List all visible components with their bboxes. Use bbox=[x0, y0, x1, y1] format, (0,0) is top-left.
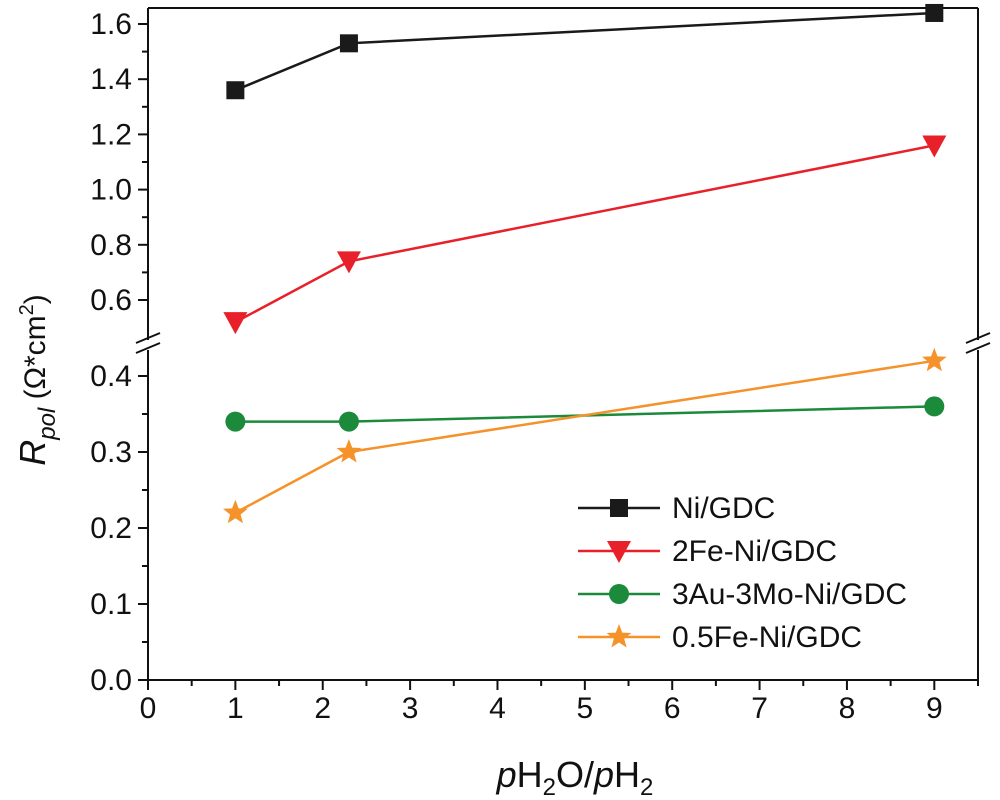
axis-break-mark bbox=[965, 342, 991, 354]
data-point bbox=[226, 81, 245, 100]
axis-break-gap bbox=[134, 341, 162, 349]
legend-label: 0.5Fe-Ni/GDC bbox=[672, 621, 862, 654]
axes-frame bbox=[134, 7, 992, 690]
y-tick-label: 0.8 bbox=[90, 229, 132, 262]
data-point bbox=[223, 312, 248, 335]
data-point bbox=[225, 411, 246, 432]
series-group bbox=[223, 3, 947, 524]
data-point bbox=[339, 34, 358, 53]
legend-marker bbox=[609, 584, 629, 604]
y-tick-label: 1.0 bbox=[90, 174, 132, 207]
y-tick-label: 0.0 bbox=[90, 664, 132, 697]
data-point bbox=[924, 396, 945, 417]
legend-item: 2Fe-Ni/GDC bbox=[578, 535, 837, 568]
legend-marker bbox=[610, 499, 628, 517]
data-point bbox=[336, 439, 362, 463]
x-tick-label: 6 bbox=[664, 692, 681, 725]
series-2fe-ni-gdc bbox=[223, 135, 947, 335]
data-point bbox=[223, 499, 248, 524]
legend-item: 3Au-3Mo-Ni/GDC bbox=[578, 578, 907, 611]
series-ni-gdc bbox=[226, 3, 944, 100]
series-0-5fe-ni-gdc bbox=[223, 347, 947, 524]
x-tick-label: 4 bbox=[489, 692, 506, 725]
x-tick-label: 3 bbox=[402, 692, 419, 725]
axis-break-gap bbox=[964, 341, 992, 349]
x-tick-label: 1 bbox=[227, 692, 244, 725]
tick-labels: 0 1 2 3 4 5 6 7 8 9 0.6 0.8 1.0 1.2 1.4 1.6 0.0 0.1 0.2 0.3… bbox=[90, 8, 942, 725]
y-tick-label: 0.3 bbox=[90, 436, 132, 469]
legend-item: 0.5Fe-Ni/GDC bbox=[578, 621, 862, 654]
axis-break-mark bbox=[135, 332, 161, 344]
y-tick-label: 0.4 bbox=[90, 360, 132, 393]
series-line bbox=[234, 144, 935, 324]
legend-label: 2Fe-Ni/GDC bbox=[672, 535, 837, 568]
legend-label: 3Au-3Mo-Ni/GDC bbox=[672, 578, 907, 611]
axis-break-mark bbox=[965, 332, 991, 344]
data-point bbox=[925, 3, 944, 22]
data-point bbox=[338, 411, 359, 432]
axis-break-mark bbox=[135, 342, 161, 354]
x-axis-title: pH2O/pH2 bbox=[496, 754, 654, 800]
data-point bbox=[336, 251, 361, 274]
legend: Ni/GDC 2Fe-Ni/GDC 3Au-3Mo-Ni/GDC 0.5Fe-Ni/G… bbox=[578, 492, 907, 654]
legend-item: Ni/GDC bbox=[578, 492, 775, 525]
y-tick-label: 0.6 bbox=[90, 284, 132, 317]
y-tick-label: 1.6 bbox=[90, 8, 132, 41]
legend-marker bbox=[607, 541, 631, 563]
y-tick-label: 0.1 bbox=[90, 588, 132, 621]
y-tick-label: 0.2 bbox=[90, 512, 132, 545]
legend-marker bbox=[606, 624, 632, 648]
legend-label: Ni/GDC bbox=[672, 492, 775, 525]
y-tick-label: 1.2 bbox=[90, 118, 132, 151]
data-point bbox=[922, 135, 947, 158]
series-line bbox=[234, 359, 935, 514]
x-tick-label: 2 bbox=[314, 692, 331, 725]
x-tick-label: 8 bbox=[839, 692, 856, 725]
y-tick-label: 1.4 bbox=[90, 63, 132, 96]
x-tick-label: 5 bbox=[576, 692, 593, 725]
x-tick-label: 9 bbox=[926, 692, 943, 725]
y-axis-title: Rpol (Ω*cm2) bbox=[12, 294, 61, 466]
data-point bbox=[922, 347, 947, 372]
x-tick-label: 7 bbox=[751, 692, 768, 725]
series-3au-3mo-ni-gdc bbox=[225, 396, 945, 432]
x-tick-label: 0 bbox=[140, 692, 157, 725]
